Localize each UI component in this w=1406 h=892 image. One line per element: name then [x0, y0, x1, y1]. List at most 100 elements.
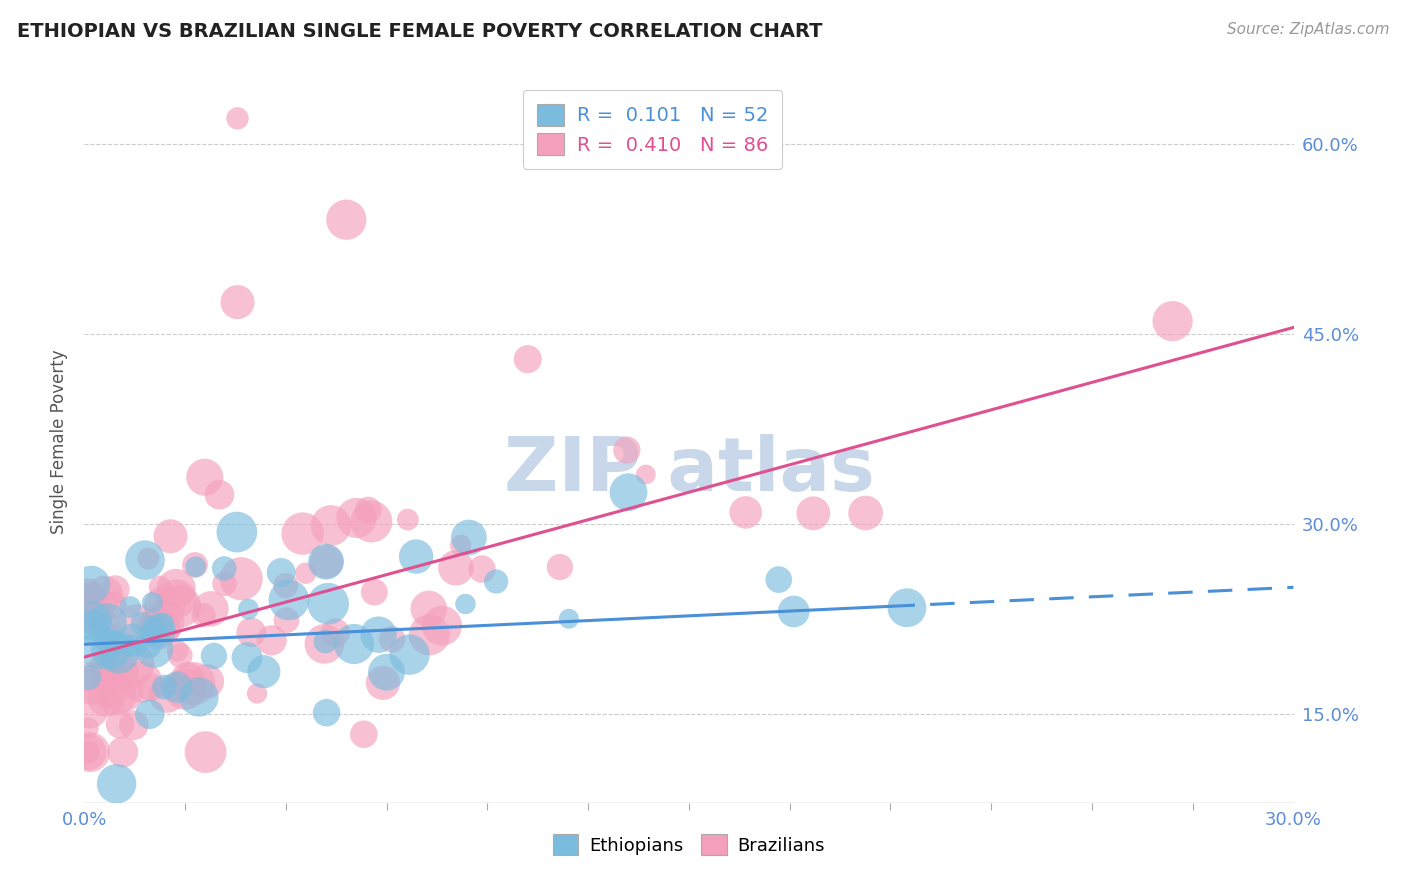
Point: [398, 648, 420, 662]
Point: [226, 112, 249, 126]
Text: ETHIOPIAN VS BRAZILIAN SINGLE FEMALE POVERTY CORRELATION CHART: ETHIOPIAN VS BRAZILIAN SINGLE FEMALE POV…: [17, 22, 823, 41]
Point: [183, 676, 205, 690]
Point: [120, 638, 142, 652]
Point: [153, 599, 176, 614]
Point: [896, 600, 918, 615]
Point: [291, 526, 314, 541]
Point: [87, 643, 110, 657]
Point: [634, 467, 657, 482]
Point: [104, 688, 127, 702]
Point: [276, 613, 298, 627]
Point: [86, 609, 108, 624]
Point: [125, 617, 148, 632]
Point: [783, 605, 806, 619]
Point: [184, 558, 207, 572]
Point: [270, 566, 292, 580]
Point: [194, 745, 217, 759]
Point: [148, 623, 170, 637]
Point: [801, 506, 824, 520]
Point: [100, 690, 122, 705]
Point: [152, 614, 174, 628]
Point: [105, 777, 128, 791]
Point: [418, 602, 440, 616]
Point: [79, 745, 101, 759]
Point: [138, 551, 160, 566]
Point: [166, 680, 188, 694]
Point: [77, 721, 100, 735]
Y-axis label: Single Female Poverty: Single Female Poverty: [51, 350, 69, 533]
Point: [165, 582, 187, 596]
Point: [363, 585, 385, 599]
Point: [107, 646, 129, 660]
Point: [314, 634, 336, 648]
Point: [315, 555, 337, 569]
Point: [166, 591, 188, 606]
Point: [202, 648, 225, 663]
Point: [193, 608, 215, 623]
Point: [516, 352, 538, 367]
Point: [93, 588, 115, 602]
Point: [236, 650, 259, 665]
Point: [101, 599, 124, 613]
Point: [169, 599, 191, 614]
Point: [173, 681, 195, 696]
Point: [319, 518, 342, 533]
Point: [454, 597, 477, 611]
Point: [120, 600, 142, 615]
Point: [357, 503, 380, 517]
Point: [97, 615, 120, 630]
Point: [208, 488, 231, 502]
Point: [96, 676, 118, 690]
Point: [80, 607, 103, 622]
Point: [82, 614, 104, 628]
Point: [111, 745, 134, 759]
Point: [444, 561, 467, 575]
Point: [214, 576, 236, 591]
Point: [471, 562, 494, 576]
Point: [77, 745, 100, 759]
Point: [148, 621, 170, 635]
Point: [153, 680, 176, 694]
Point: [375, 665, 398, 680]
Legend: Ethiopians, Brazilians: Ethiopians, Brazilians: [543, 823, 835, 866]
Point: [457, 531, 479, 545]
Point: [418, 628, 440, 642]
Point: [156, 688, 179, 702]
Point: [371, 676, 394, 690]
Point: [96, 629, 118, 643]
Point: [734, 505, 756, 519]
Point: [121, 633, 143, 648]
Point: [184, 559, 207, 574]
Point: [335, 212, 357, 227]
Point: [558, 612, 581, 626]
Point: [143, 641, 166, 656]
Text: ZIP atlas: ZIP atlas: [503, 434, 875, 507]
Point: [97, 634, 120, 648]
Point: [855, 506, 877, 520]
Point: [367, 628, 389, 642]
Point: [325, 626, 347, 640]
Point: [96, 615, 118, 630]
Point: [231, 572, 253, 586]
Point: [150, 617, 173, 632]
Point: [260, 633, 283, 648]
Point: [485, 574, 508, 589]
Point: [274, 578, 297, 592]
Point: [277, 593, 299, 607]
Point: [134, 553, 156, 567]
Point: [396, 512, 419, 526]
Point: [139, 707, 162, 722]
Point: [405, 549, 427, 564]
Point: [122, 718, 145, 732]
Point: [77, 702, 100, 716]
Point: [768, 573, 790, 587]
Point: [212, 561, 235, 575]
Point: [111, 684, 134, 698]
Point: [360, 515, 382, 529]
Point: [253, 665, 276, 679]
Point: [104, 582, 127, 597]
Point: [107, 665, 129, 679]
Point: [344, 511, 367, 525]
Point: [200, 602, 222, 616]
Point: [139, 680, 162, 694]
